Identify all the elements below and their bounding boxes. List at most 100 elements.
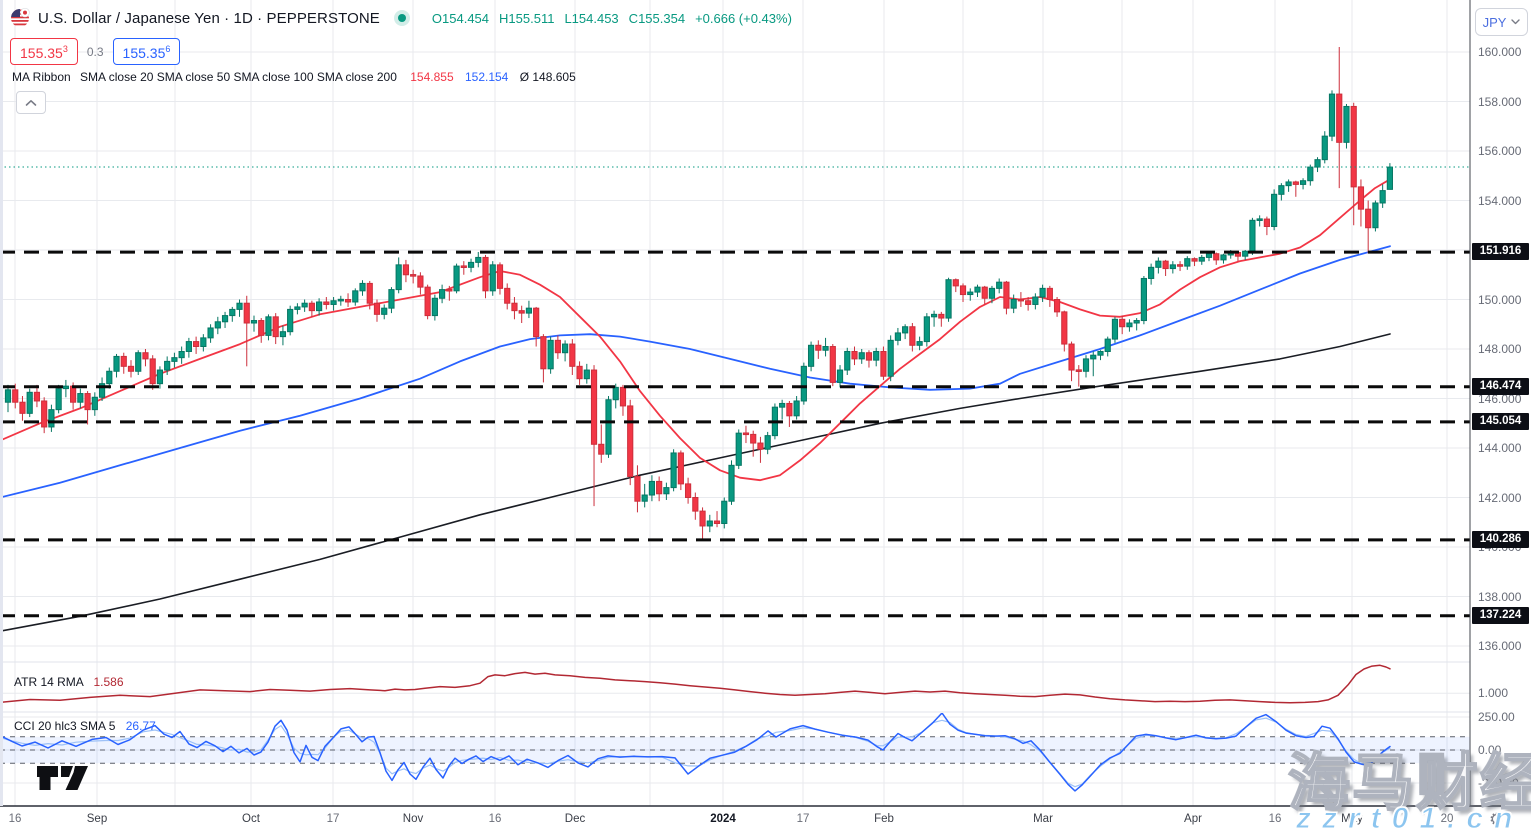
- candle-body: [677, 452, 684, 485]
- candle-body: [1148, 266, 1155, 279]
- candle-body: [851, 350, 858, 360]
- candle-body: [1162, 260, 1169, 270]
- candle-body: [1126, 322, 1133, 328]
- price-level-badge: 146.474: [1472, 378, 1529, 395]
- candle-body: [656, 480, 663, 495]
- candle-body: [337, 298, 344, 302]
- candle-body: [1140, 277, 1147, 322]
- candle-body: [569, 343, 576, 367]
- candle-body: [858, 352, 865, 360]
- candle-body: [1220, 254, 1227, 261]
- ma-value-sma200: Ø 148.605: [519, 70, 576, 84]
- buy-button[interactable]: 155.356: [112, 38, 181, 65]
- candle-body: [330, 300, 337, 305]
- candle-body: [627, 405, 634, 477]
- candle-body: [822, 346, 829, 351]
- candle-body: [33, 391, 41, 402]
- candle-body: [301, 302, 308, 308]
- candle-body: [453, 265, 460, 292]
- price-axis-currency-button[interactable]: JPY: [1475, 8, 1528, 36]
- time-axis-label-May: May: [1341, 813, 1363, 825]
- sell-button[interactable]: 155.353: [10, 38, 78, 65]
- cci-value: 26.77: [125, 719, 156, 733]
- ma-ribbon-params: SMA close 20 SMA close 50 SMA close 100 …: [80, 70, 397, 84]
- candle-body: [836, 369, 844, 383]
- time-axis-label-17: 17: [326, 813, 340, 825]
- candle-body: [106, 370, 113, 385]
- candle-body: [323, 301, 330, 305]
- candle-body: [779, 402, 786, 408]
- candle-body: [229, 308, 236, 317]
- gear-icon[interactable]: ⚙: [1489, 810, 1505, 829]
- candle-body: [757, 442, 764, 450]
- candle-body: [62, 385, 69, 390]
- cci-legend[interactable]: CCI 20 hlc3 SMA 5 26.77: [14, 719, 156, 733]
- time-axis-label-Feb: Feb: [874, 813, 894, 825]
- cci-line: [0, 713, 1391, 792]
- symbol-title[interactable]: U.S. Dollar / Japanese Yen · 1D · PEPPER…: [38, 9, 380, 27]
- candle-body: [4, 389, 12, 403]
- sma100-line: [0, 245, 1391, 499]
- candle-body: [1379, 190, 1386, 204]
- candle-body: [1386, 166, 1393, 190]
- candle-body: [193, 341, 200, 348]
- ma-value-sma100: 152.154: [464, 70, 509, 84]
- candle-body: [402, 264, 410, 276]
- ma-value-sma20: 154.855: [410, 70, 454, 84]
- candle-body: [916, 341, 923, 346]
- watermark-cjk: 海马财经: [1287, 748, 1531, 819]
- candle-body: [1075, 369, 1082, 372]
- ohlc-H: H155.511: [499, 10, 555, 26]
- time-axis-label-16: 16: [1268, 813, 1282, 825]
- candle-body: [894, 332, 902, 341]
- time-axis-label-Dec: Dec: [564, 813, 586, 825]
- candle-body: [1191, 258, 1198, 262]
- candle-body: [265, 316, 272, 336]
- candle-body: [1090, 354, 1097, 360]
- candle-body: [308, 302, 315, 312]
- candle-body: [164, 360, 171, 371]
- candle-body: [410, 274, 417, 277]
- candle-body: [547, 339, 554, 370]
- candle-body: [156, 369, 164, 385]
- candle-body: [764, 435, 771, 450]
- cci-label: CCI 20 hlc3 SMA 5: [14, 719, 116, 733]
- collapse-indicators-button[interactable]: [16, 91, 46, 114]
- candle-body: [142, 352, 149, 360]
- candle-body: [475, 256, 482, 263]
- tradingview-logo[interactable]: [36, 762, 94, 792]
- ohlc-O: O154.454: [431, 10, 490, 26]
- candle-body: [98, 383, 106, 398]
- candle-body: [533, 307, 540, 338]
- candle-body: [381, 307, 388, 315]
- candle-body: [460, 265, 467, 269]
- atr-label: ATR 14 RMA: [14, 675, 84, 689]
- chevron-down-icon: [1511, 19, 1521, 25]
- candle-body: [721, 500, 728, 524]
- ma-ribbon-name: MA Ribbon: [12, 70, 71, 84]
- candle-body: [750, 433, 757, 444]
- candle-body: [634, 475, 641, 502]
- atr-legend[interactable]: ATR 14 RMA 1.586: [14, 675, 124, 689]
- atr-value: 1.586: [93, 675, 124, 689]
- candle-body: [1025, 300, 1032, 305]
- candle-body: [815, 344, 822, 351]
- time-axis-label-2024: 2024: [710, 813, 736, 825]
- atr-line: [0, 664, 1391, 704]
- ma-ribbon-legend[interactable]: MA Ribbon SMA close 20 SMA close 50 SMA …: [12, 70, 576, 84]
- symbol-header: U.S. Dollar / Japanese Yen · 1D · PEPPER…: [10, 8, 792, 28]
- time-axis-label-16: 16: [8, 813, 22, 825]
- time-axis-label-Apr: Apr: [1184, 813, 1202, 825]
- candle-body: [873, 350, 880, 361]
- candle-body: [713, 520, 721, 524]
- candle-body: [1111, 318, 1119, 340]
- candle-body: [1307, 166, 1314, 182]
- watermark-site-url: zzrt01.cn: [1295, 802, 1524, 835]
- price-axis-label: 156.000: [1478, 144, 1522, 158]
- candle-body: [41, 400, 48, 428]
- candle-body: [923, 316, 930, 343]
- candle-body: [417, 275, 424, 288]
- market-status-dot[interactable]: [397, 14, 406, 22]
- ohlc-C: C155.354: [628, 10, 686, 26]
